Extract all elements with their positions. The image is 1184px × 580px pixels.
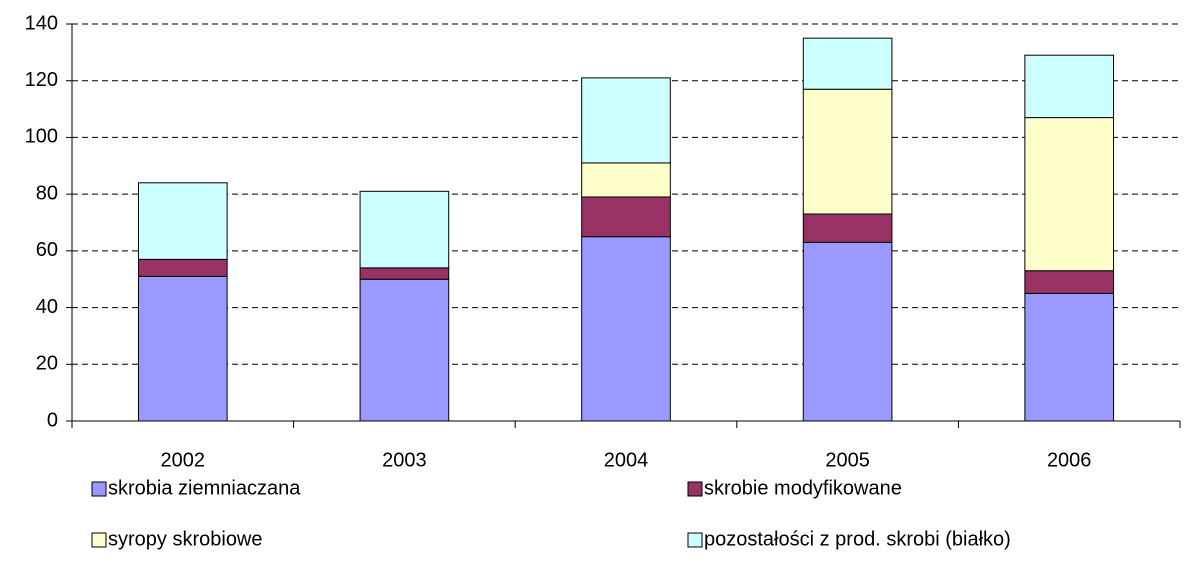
legend-label: syropy skrobiowe xyxy=(108,528,263,550)
x-tick-label: 2004 xyxy=(604,449,649,471)
legend-swatch xyxy=(687,481,703,497)
bar-segment xyxy=(802,241,893,422)
bar-segment xyxy=(581,236,671,422)
bar-segment xyxy=(802,37,893,90)
bar-segment xyxy=(359,190,450,269)
bar-segment xyxy=(1024,54,1115,119)
x-tick-label: 2005 xyxy=(825,449,870,471)
bar-segment xyxy=(581,196,671,238)
x-tick-label: 2003 xyxy=(382,449,427,471)
bar-segment xyxy=(359,278,450,422)
y-tick-label: 40 xyxy=(36,296,58,318)
y-tick-label: 80 xyxy=(36,182,58,204)
legend-swatch xyxy=(91,481,107,497)
y-tick-label: 0 xyxy=(47,409,58,431)
bar-segment xyxy=(359,267,450,280)
legend-label: skrobie modyfikowane xyxy=(704,477,902,499)
legend-swatch xyxy=(91,532,107,548)
x-tick-label: 2006 xyxy=(1047,449,1092,471)
bar-segment xyxy=(1024,292,1115,422)
bar-segment xyxy=(137,275,228,422)
bar-segment xyxy=(1024,117,1115,272)
y-tick-label: 120 xyxy=(25,69,58,91)
bar-segment xyxy=(581,77,671,164)
y-tick-label: 140 xyxy=(25,12,58,34)
bar-segment xyxy=(802,88,893,215)
y-tick-label: 60 xyxy=(36,239,58,261)
y-tick-label: 20 xyxy=(36,353,58,375)
legend-label: skrobia ziemniaczana xyxy=(108,477,301,499)
bar-segment xyxy=(137,258,228,277)
bar-segment xyxy=(1024,270,1115,294)
bar-segment xyxy=(802,213,893,243)
legend-swatch xyxy=(687,532,703,548)
bar-segment xyxy=(137,182,228,260)
bar-segment xyxy=(581,162,671,198)
y-tick-label: 100 xyxy=(25,126,58,148)
legend-label: pozostałości z prod. skrobi (białko) xyxy=(704,528,1011,550)
x-tick-label: 2002 xyxy=(161,449,206,471)
